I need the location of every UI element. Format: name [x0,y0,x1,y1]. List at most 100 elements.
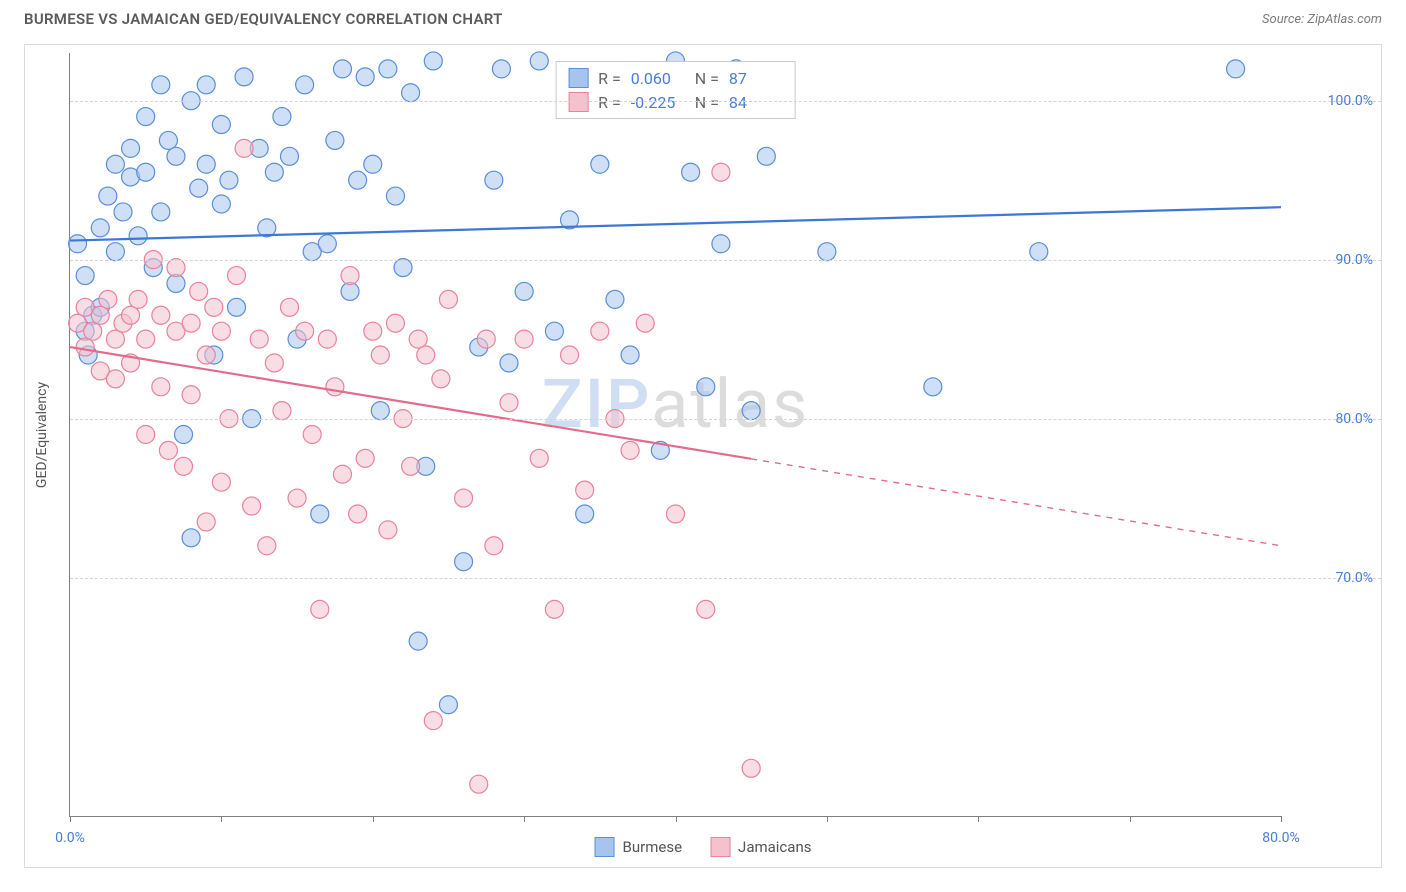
scatter-point [228,298,246,316]
correlation-stats-box: R =0.060N =87R =-0.225N =84 [555,61,796,119]
scatter-point [122,139,140,157]
scatter-point [91,219,109,237]
trend-line [70,207,1281,240]
scatter-point [576,505,594,523]
scatter-point [492,60,510,78]
scatter-point [220,171,238,189]
scatter-point [190,282,208,300]
scatter-point [129,227,147,245]
y-axis-label: GED/Equivalency [34,381,50,487]
scatter-point [530,449,548,467]
scatter-point [371,346,389,364]
n-label: N = [695,93,719,112]
scatter-point [621,346,639,364]
scatter-point [621,441,639,459]
scatter-point [326,378,344,396]
x-tick [221,816,222,822]
scatter-point [356,68,374,86]
scatter-point [682,163,700,181]
r-value: -0.225 [631,93,685,112]
scatter-point [258,537,276,555]
scatter-point [137,330,155,348]
scatter-point [394,259,412,277]
scatter-point [1227,60,1245,78]
scatter-point [500,354,518,372]
scatter-point [697,378,715,396]
scatter-point [371,402,389,420]
scatter-point [455,489,473,507]
scatter-point [137,163,155,181]
scatter-point [76,267,94,285]
n-value: 87 [729,69,783,88]
scatter-point [364,322,382,340]
scatter-point [106,243,124,261]
chart-title: BURMESE VS JAMAICAN GED/EQUIVALENCY CORR… [24,10,503,28]
scatter-point [76,338,94,356]
gridline [70,578,1381,579]
scatter-point [235,139,253,157]
scatter-point [712,163,730,181]
scatter-point [924,378,942,396]
scatter-point [439,696,457,714]
scatter-point [591,155,609,173]
scatter-point [1030,243,1048,261]
scatter-point [159,441,177,459]
scatter-point [402,457,420,475]
legend: BurmeseJamaicans [595,837,812,857]
scatter-point [417,346,435,364]
scatter-point [296,76,314,94]
scatter-point [197,155,215,173]
scatter-point [742,759,760,777]
scatter-point [311,505,329,523]
scatter-point [212,195,230,213]
stats-row: R =0.060N =87 [568,68,783,88]
scatter-point [386,187,404,205]
scatter-point [288,489,306,507]
x-tick [676,816,677,822]
scatter-point [333,465,351,483]
scatter-point [106,155,124,173]
scatter-point [212,322,230,340]
scatter-point [409,330,427,348]
r-label: R = [598,93,621,112]
legend-swatch [710,837,730,857]
x-tick [978,816,979,822]
scatter-point [379,60,397,78]
scatter-point [409,632,427,650]
scatter-point [455,553,473,571]
stats-row: R = -0.225 N = 84 [568,92,783,112]
n-value: 84 [729,93,783,112]
scatter-point [742,402,760,420]
scatter-point [91,306,109,324]
x-tick [70,816,71,822]
scatter-point [356,449,374,467]
scatter-point [333,60,351,78]
x-tick-label: 80.0% [1262,830,1300,846]
scatter-point [341,267,359,285]
x-tick [373,816,374,822]
scatter-point [99,187,117,205]
scatter-point [485,171,503,189]
r-label: R = [598,69,621,88]
scatter-point [636,314,654,332]
scatter-point [318,330,336,348]
scatter-point [280,147,298,165]
legend-label: Jamaicans [738,838,811,856]
scatter-point [84,322,102,340]
series-swatch [568,92,588,112]
scatter-point [591,322,609,340]
scatter-point [515,330,533,348]
scatter-point [606,290,624,308]
n-label: N = [695,69,719,88]
chart-frame: GED/Equivalency ZIPatlas R =0.060N =87R … [24,44,1382,868]
scatter-point [667,505,685,523]
scatter-point [500,394,518,412]
scatter-point [167,259,185,277]
scatter-point [197,76,215,94]
scatter-point [485,537,503,555]
scatter-point [515,282,533,300]
y-tick-label: 100.0% [1293,93,1373,109]
scatter-point [697,600,715,618]
scatter-point [477,330,495,348]
source-attribution: Source: ZipAtlas.com [1262,12,1382,27]
